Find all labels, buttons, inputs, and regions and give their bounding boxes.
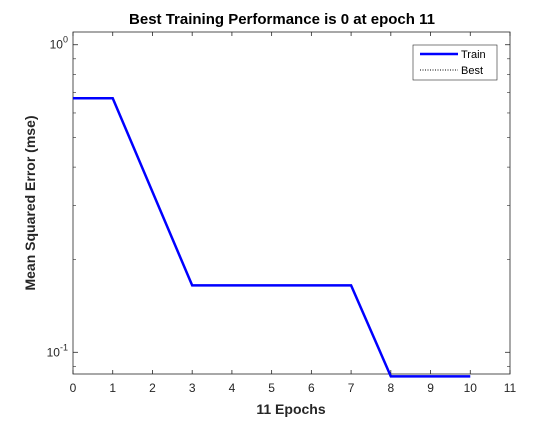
series-layer bbox=[73, 96, 471, 378]
x-tick-label: 1 bbox=[109, 381, 116, 395]
y-axis-label: Mean Squared Error (mse) bbox=[22, 115, 38, 290]
legend-box bbox=[412, 44, 498, 81]
y-tick-label-base: 10 bbox=[50, 38, 64, 52]
x-tick-label: 9 bbox=[427, 381, 434, 395]
series-line-train bbox=[73, 96, 471, 378]
x-tick-label: 7 bbox=[348, 381, 355, 395]
x-axis-label: 11 Epochs bbox=[256, 401, 325, 417]
legend-label-best: Best bbox=[461, 65, 483, 77]
chart-title: Best Training Performance is 0 at epoch … bbox=[129, 11, 435, 28]
legend-label-train: Train bbox=[461, 49, 486, 61]
x-tick-label: 11 bbox=[504, 381, 517, 395]
x-tick-label: 8 bbox=[387, 381, 394, 395]
legend: Train Best bbox=[412, 44, 498, 81]
x-tick-label: 2 bbox=[149, 381, 156, 395]
x-tick-label: 5 bbox=[268, 381, 275, 395]
y-tick-label-exponent: -1 bbox=[60, 342, 68, 352]
x-tick-label: 6 bbox=[308, 381, 315, 395]
x-tick-label: 3 bbox=[189, 381, 196, 395]
y-tick-label-base: 10 bbox=[47, 345, 61, 359]
x-axis-ticks: 0 1 2 3 4 5 6 7 8 9 10 11 bbox=[70, 32, 517, 395]
x-tick-label: 10 bbox=[464, 381, 478, 395]
y-tick-label-exponent: 0 bbox=[63, 35, 68, 45]
x-tick-label: 0 bbox=[70, 381, 77, 395]
x-tick-label: 4 bbox=[229, 381, 236, 395]
plot-area bbox=[72, 31, 511, 375]
y-tick-label: 10-1 bbox=[47, 342, 68, 359]
y-tick-label: 100 bbox=[50, 35, 68, 52]
axes-box bbox=[72, 31, 511, 375]
